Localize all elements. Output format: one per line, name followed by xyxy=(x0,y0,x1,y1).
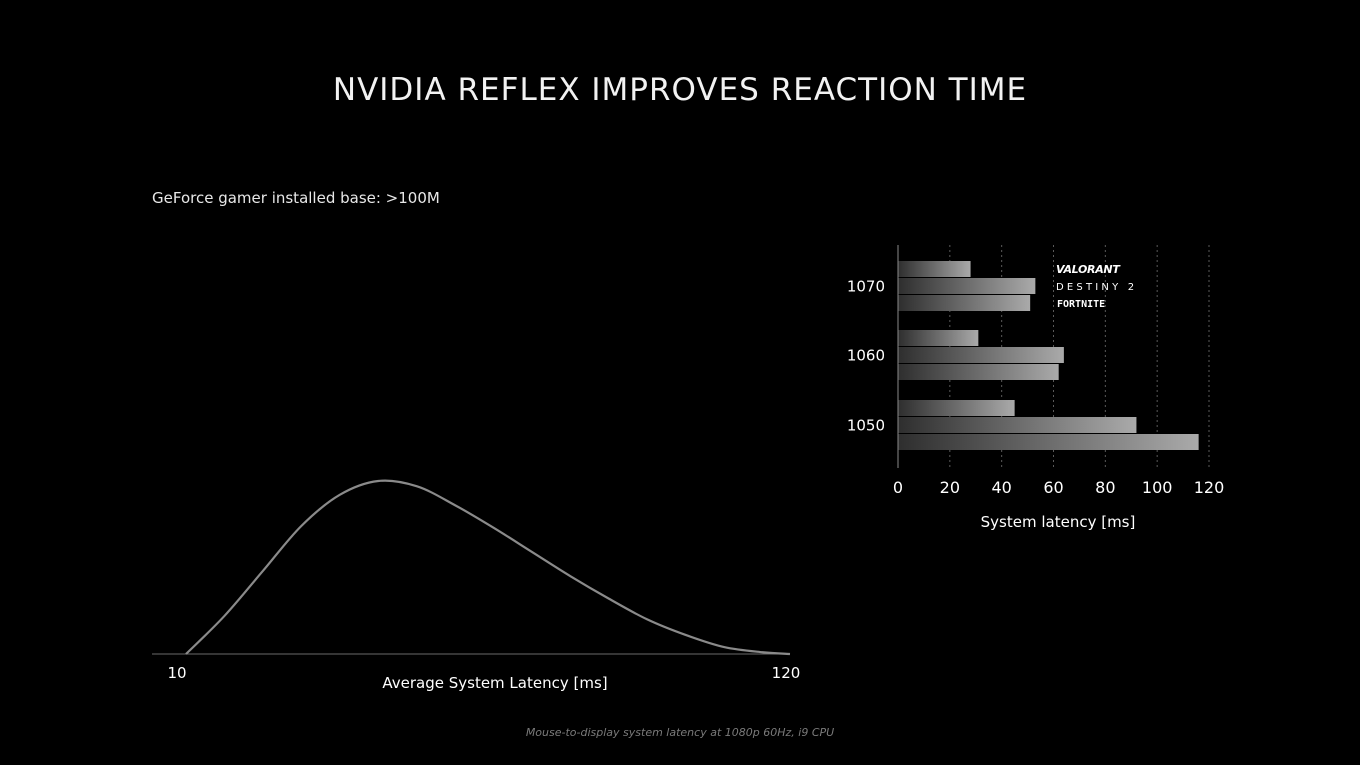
bar-1050-destiny-2 xyxy=(898,417,1137,433)
bar-1060-fortnite xyxy=(898,364,1059,380)
installed-base-label: GeForce gamer installed base: >100M xyxy=(152,189,440,207)
latency-distribution-chart: 10 120 Average System Latency [ms] xyxy=(152,479,801,692)
bar-chart-tick-label: 80 xyxy=(1095,478,1115,497)
distribution-tick-min: 10 xyxy=(167,664,186,682)
bar-chart-tick-label: 100 xyxy=(1142,478,1173,497)
bar-chart-tick-label: 0 xyxy=(893,478,903,497)
page-title: NVIDIA REFLEX IMPROVES REACTION TIME xyxy=(332,72,1028,108)
bar-chart-x-axis-label: System latency [ms] xyxy=(981,513,1136,531)
bar-chart-legend: VALORANT DESTINY 2 FORTNITE xyxy=(1056,263,1137,310)
bar-chart-category-labels: 1070 1060 1050 xyxy=(847,278,885,435)
bar-1050-valorant xyxy=(898,400,1015,416)
bar-chart-tick-label: 40 xyxy=(991,478,1011,497)
bar-chart-tick-label: 60 xyxy=(1043,478,1063,497)
bar-chart-tick-label: 120 xyxy=(1194,478,1225,497)
bar-1060-valorant xyxy=(898,330,979,346)
bar-1070-destiny-2 xyxy=(898,278,1036,294)
legend-valorant-logo: VALORANT xyxy=(1056,263,1121,276)
bar-chart-tick-labels: 0 20 40 60 80 100 120 xyxy=(893,478,1224,497)
distribution-tick-max: 120 xyxy=(772,664,801,682)
bar-1070-fortnite xyxy=(898,295,1031,311)
footnote: Mouse-to-display system latency at 1080p… xyxy=(525,726,835,739)
bar-1050-fortnite xyxy=(898,434,1199,450)
bar-category-label-1050: 1050 xyxy=(847,417,885,435)
bar-1070-valorant xyxy=(898,261,971,277)
bar-chart-bars xyxy=(898,261,1199,450)
legend-fortnite-logo: FORTNITE xyxy=(1057,299,1105,310)
bar-category-label-1070: 1070 xyxy=(847,278,885,296)
latency-bar-chart: 1070 1060 1050 0 20 40 60 80 100 120 System late… xyxy=(847,245,1224,531)
legend-destiny-2-logo: DESTINY 2 xyxy=(1056,282,1137,293)
distribution-x-axis-label: Average System Latency [ms] xyxy=(382,674,607,692)
bar-chart-tick-label: 20 xyxy=(940,478,960,497)
bar-category-label-1060: 1060 xyxy=(847,347,885,365)
distribution-curve xyxy=(185,479,791,656)
bar-1060-destiny-2 xyxy=(898,347,1064,363)
